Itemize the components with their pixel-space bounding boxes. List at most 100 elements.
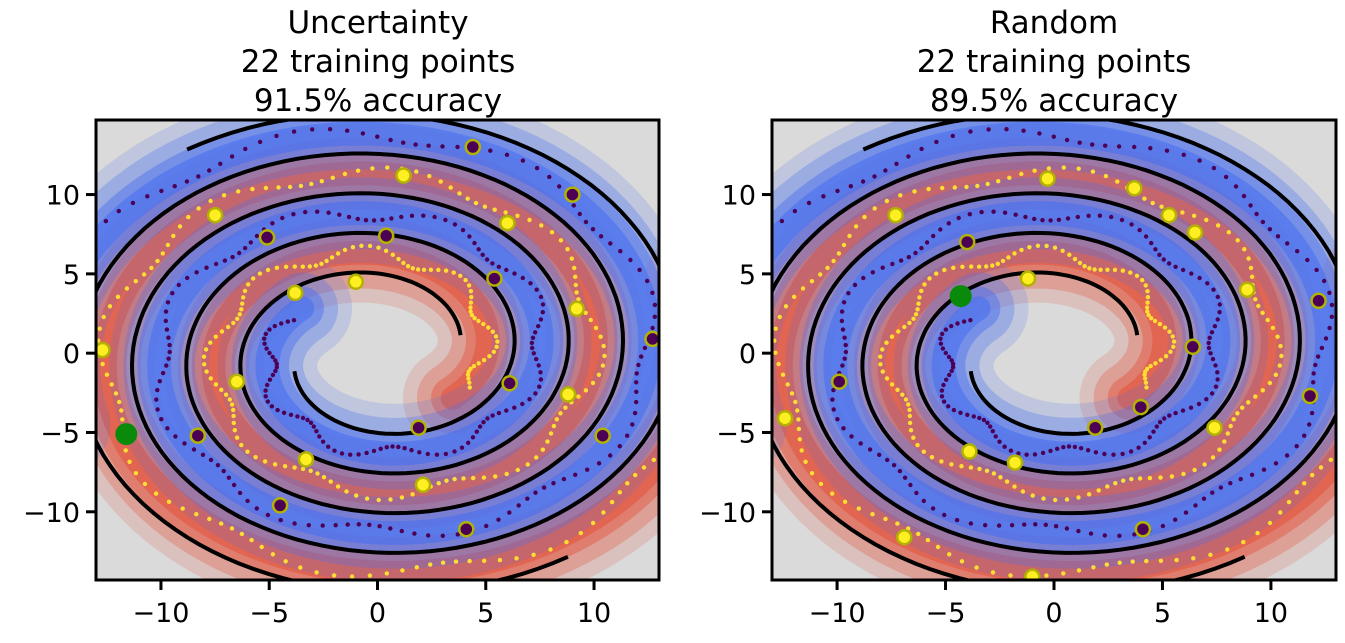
data-point-class-b	[534, 287, 539, 292]
data-point-class-a	[1225, 431, 1230, 436]
data-point-class-b	[452, 222, 458, 227]
data-point-class-a	[141, 272, 147, 277]
data-point-class-a	[1148, 363, 1153, 369]
training-point-class-a	[499, 214, 516, 232]
data-point-class-a	[427, 173, 432, 179]
data-point-class-a	[119, 408, 124, 413]
data-point-class-a	[991, 471, 997, 476]
data-point-class-a	[818, 481, 824, 487]
data-point-class-a	[113, 391, 119, 396]
data-point-class-a	[490, 329, 495, 334]
data-point-class-b	[380, 217, 385, 222]
data-point-class-b	[490, 261, 495, 266]
data-point-class-a	[1278, 510, 1283, 515]
data-point-class-b	[1037, 131, 1042, 136]
data-point-class-b	[839, 309, 845, 314]
data-point-class-b	[1213, 363, 1218, 368]
data-point-class-b	[194, 270, 199, 275]
data-point-class-b	[717, 383, 721, 387]
data-point-class-a	[830, 491, 835, 496]
data-point-class-a	[324, 258, 329, 264]
data-point-class-a	[558, 411, 563, 416]
data-point-class-b	[1223, 174, 1229, 180]
data-point-class-a	[436, 267, 441, 273]
data-point-class-a	[895, 387, 900, 392]
data-point-class-a	[527, 217, 532, 223]
newest-query-point	[949, 285, 972, 308]
y-tick-label: −10	[699, 498, 756, 529]
data-point-class-a	[853, 224, 859, 229]
data-point-class-b	[1128, 449, 1134, 454]
data-point-class-b	[1217, 302, 1222, 307]
data-point-class-a	[563, 405, 568, 410]
data-point-class-b	[1157, 420, 1163, 425]
data-point-class-b	[946, 354, 952, 360]
data-point-class-b	[841, 426, 846, 431]
data-point-class-b	[303, 209, 308, 215]
data-point-class-a	[1030, 493, 1035, 498]
data-point-class-a	[600, 363, 606, 368]
data-point-class-b	[650, 325, 655, 331]
data-point-class-b	[1295, 249, 1300, 254]
data-point-class-a	[1076, 568, 1082, 573]
data-point-class-a	[229, 526, 235, 531]
y-tick-label: 0	[739, 339, 756, 370]
data-point-class-a	[467, 558, 472, 564]
data-point-class-a	[349, 574, 355, 579]
data-point-class-a	[263, 185, 269, 191]
data-point-class-a	[491, 349, 496, 354]
title-line-strategy: Random	[989, 5, 1119, 41]
data-point-class-a	[1092, 267, 1097, 272]
data-point-class-a	[534, 455, 539, 460]
data-point-class-a	[1181, 471, 1186, 477]
data-point-class-b	[47, 357, 51, 361]
data-point-class-b	[908, 482, 913, 488]
data-point-class-b	[934, 139, 939, 145]
data-point-class-a	[1007, 175, 1012, 180]
data-point-class-b	[339, 451, 345, 456]
data-point-class-a	[481, 357, 487, 363]
data-point-class-a	[463, 277, 468, 283]
data-point-class-b	[1149, 240, 1154, 246]
data-point-class-b	[946, 221, 951, 226]
data-point-class-a	[1052, 245, 1058, 250]
data-point-class-b	[196, 174, 201, 179]
training-point-class-b	[258, 229, 276, 246]
data-point-class-a	[1255, 530, 1260, 536]
data-point-class-b	[356, 522, 361, 527]
data-point-class-b	[432, 214, 437, 220]
data-point-class-b	[1275, 234, 1281, 239]
data-point-class-a	[803, 459, 808, 464]
data-point-class-a	[342, 247, 348, 253]
data-point-class-b	[184, 179, 190, 184]
data-point-class-a	[444, 478, 449, 483]
data-point-class-a	[569, 256, 574, 261]
data-point-class-a	[1145, 289, 1150, 294]
data-point-class-a	[165, 242, 171, 248]
data-point-class-b	[941, 399, 947, 404]
data-point-class-a	[300, 264, 305, 269]
data-point-class-a	[476, 361, 481, 366]
data-point-class-b	[840, 363, 845, 368]
data-point-class-a	[203, 347, 209, 352]
data-point-class-a	[1169, 474, 1175, 479]
data-point-class-b	[1323, 336, 1329, 341]
data-point-class-b	[263, 394, 268, 399]
data-point-class-a	[328, 479, 333, 484]
data-point-class-a	[800, 286, 806, 291]
data-point-class-b	[968, 521, 974, 526]
x-tick-label: 0	[369, 598, 386, 629]
data-point-class-b	[540, 310, 545, 315]
data-point-class-a	[1163, 354, 1169, 359]
data-point-class-b	[536, 363, 541, 368]
data-point-class-a	[573, 274, 578, 279]
data-point-class-a	[493, 474, 498, 479]
data-point-class-b	[412, 531, 417, 536]
training-point-class-b	[1132, 398, 1150, 416]
data-point-class-b	[634, 399, 639, 405]
data-point-class-a	[466, 376, 471, 381]
data-point-class-a	[841, 242, 847, 248]
data-point-class-a	[1215, 223, 1221, 228]
plot-uncertainty: −10 −5 0 5 10 −10 −5 0 5 10	[23, 118, 661, 629]
data-point-class-a	[367, 573, 373, 578]
